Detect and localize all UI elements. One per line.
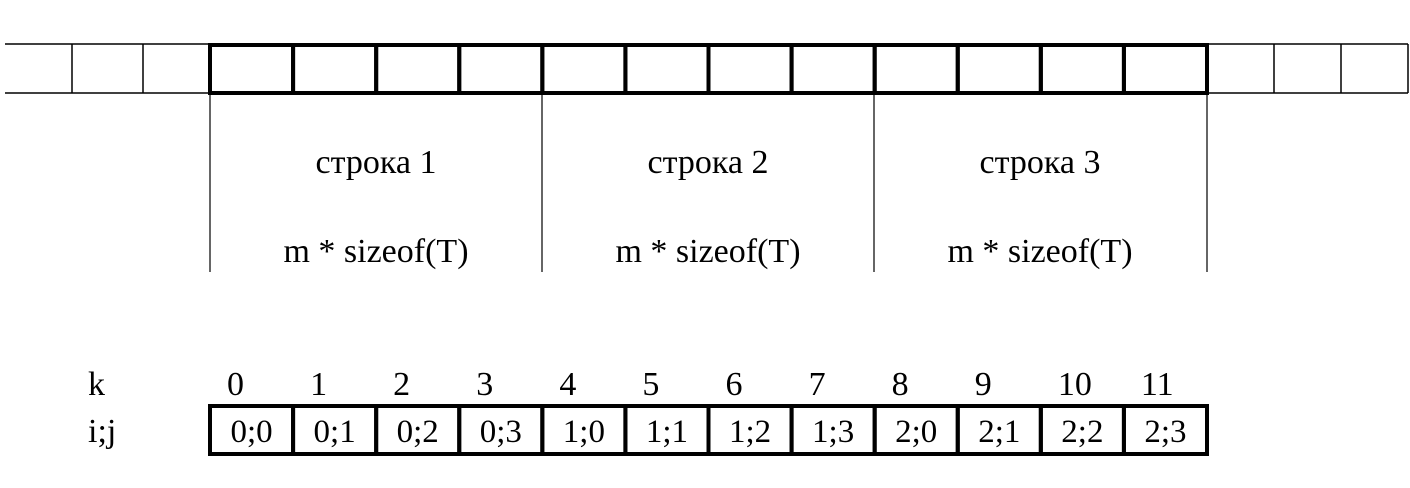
row-3-label: строка 3 [980,144,1101,181]
k-value: 1 [310,366,327,403]
row-3-size: m * sizeof(T) [947,233,1132,270]
ij-value: 2;3 [1144,414,1186,450]
ij-value: 2;1 [978,414,1020,450]
ij-label: i;j [88,413,116,450]
row-1-label: строка 1 [316,144,437,181]
k-value: 7 [809,366,826,403]
memory-cell [1121,43,1209,95]
k-value: 9 [975,366,992,403]
memory-cell [374,43,462,95]
ij-value: 1;1 [646,414,688,450]
ij-value: 0;0 [230,414,272,450]
ij-value: 2;2 [1061,414,1103,450]
row-2-label: строка 2 [648,144,769,181]
ij-value: 0;3 [480,414,522,450]
row-2-size: m * sizeof(T) [615,233,800,270]
memory-strip-array-cells [208,43,1209,95]
ij-value: 0;2 [397,414,439,450]
memory-cell [1038,43,1126,95]
k-value: 10 [1058,366,1092,403]
memory-cell [291,43,379,95]
memory-cell [955,43,1043,95]
memory-cell [872,43,960,95]
k-value: 4 [559,366,576,403]
ij-value: 0;1 [314,414,356,450]
memory-cell [623,43,711,95]
ij-table: 0;0 0;1 0;2 0;3 1;0 1;1 1;2 1;3 2;0 2;1 2;2 2;3 [208,404,1209,456]
k-label: k [88,366,105,403]
ij-value: 1;2 [729,414,771,450]
k-value: 2 [393,366,410,403]
ij-value: 1;3 [812,414,854,450]
k-value: 3 [476,366,493,403]
k-value: 6 [726,366,743,403]
k-value: 0 [227,366,244,403]
ij-value: 1;0 [563,414,605,450]
memory-cell [540,43,628,95]
k-value: 5 [642,366,659,403]
row-1-size: m * sizeof(T) [283,233,468,270]
memory-strip-outer [5,43,1409,94]
memory-cell [208,43,296,95]
row-separators [209,95,1208,272]
k-values: 0 1 2 3 4 5 6 7 8 9 10 11 [227,366,1174,403]
ij-cell [1121,404,1209,456]
memory-cell [706,43,794,95]
memory-cell [457,43,545,95]
ij-value: 2;0 [895,414,937,450]
k-value: 11 [1141,366,1174,403]
memory-cell [789,43,877,95]
k-value: 8 [892,366,909,403]
